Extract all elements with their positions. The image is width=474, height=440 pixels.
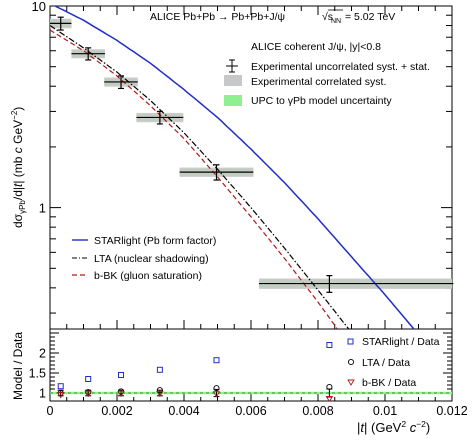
legend-bbk-ratio-label: b-BK / Data (362, 377, 416, 389)
ratio-ticks: 0 0.002 0.004 0.006 0.008 0.01 0.012 1 1.5 2 (29, 332, 468, 418)
legend-header: ALICE coherent J/ψ, |y|<0.8 (251, 41, 381, 53)
lta-curve (50, 25, 350, 329)
bbk-ratio-point (117, 390, 125, 398)
ratio-y-tick-label: 1.5 (29, 367, 46, 381)
starlight-ratio-point (85, 376, 92, 382)
bbk-ratio-point (56, 392, 65, 399)
legend-uncorr-label: Experimental uncorrelated syst. + stat. (251, 61, 430, 73)
lta-ratio-point (213, 385, 220, 392)
legend-starlight-ratio-label: STARlight / Data (362, 336, 440, 348)
legend-starlight-label: STARlight (Pb form factor) (94, 235, 216, 247)
legend-corr-swatch (224, 75, 242, 86)
y-tick-label: 1 (39, 201, 46, 216)
bbk-ratio-point (325, 396, 334, 401)
model-curves (50, 6, 415, 329)
x-tick-label: 0.01 (373, 404, 397, 418)
legend-lta-label: LTA (nuclear shadowing) (94, 253, 209, 265)
lta-ratio-point (326, 383, 333, 391)
legend-corr-label: Experimental correlated syst. (251, 76, 386, 88)
x-tick-label: 0.002 (101, 404, 132, 418)
x-axis-label: |t| (GeV2 c−2) (357, 419, 430, 435)
upc-model-bands (50, 19, 452, 288)
data-points (50, 16, 454, 293)
legend-lta-ratio-label: LTA / Data (362, 357, 410, 369)
legend-lta-ratio-marker (347, 358, 355, 366)
ratio-y-axis-label: Model / Data (11, 332, 25, 400)
bbk-curve (50, 29, 339, 329)
x-tick-label: 0 (47, 404, 54, 418)
legend-uncorr-marker (226, 59, 238, 73)
energy-value: = 5.02 TeV (345, 11, 395, 23)
legend-bbk-label: b-BK (gluon saturation) (94, 270, 202, 282)
bbk-ratio-point (212, 391, 221, 398)
starlight-ratio-point (118, 372, 125, 378)
starlight-ratio-point (213, 357, 220, 364)
legend-upc-swatch (224, 95, 242, 106)
starlight-ratio-point (57, 383, 64, 390)
x-tick-label: 0.008 (302, 404, 333, 418)
bbk-ratio-point (156, 390, 164, 398)
energy-sqrt: √s (322, 11, 333, 23)
ratio-y-tick-label: 1 (39, 387, 46, 401)
legend-upc-label: UPC to γPb model uncertainty (251, 95, 392, 107)
x-tick-label: 0.012 (436, 404, 467, 418)
starlight-ratio-point (326, 342, 333, 348)
y-tick-label: 10 (32, 0, 46, 14)
starlight-curve (53, 6, 415, 329)
legend-bbk-ratio-marker (347, 379, 355, 386)
bbk-ratio-point (84, 390, 92, 398)
legend-starlight-ratio-marker (347, 338, 354, 345)
starlight-ratio-point (156, 366, 163, 373)
x-tick-label: 0.004 (168, 404, 199, 418)
energy-subscript: NN (331, 18, 341, 25)
x-tick-label: 0.006 (235, 404, 266, 418)
lta-ratio-point (156, 387, 163, 394)
correlated-syst-boxes (50, 18, 452, 289)
ratio-y-tick-label: 2 (39, 347, 46, 361)
plot-title: ALICE Pb+Pb → Pb+Pb+J/ψ (150, 11, 285, 23)
y-axis-label: dσγPb/d|t| (mb c GeV−2) (10, 107, 27, 228)
ratio-content (50, 342, 452, 401)
